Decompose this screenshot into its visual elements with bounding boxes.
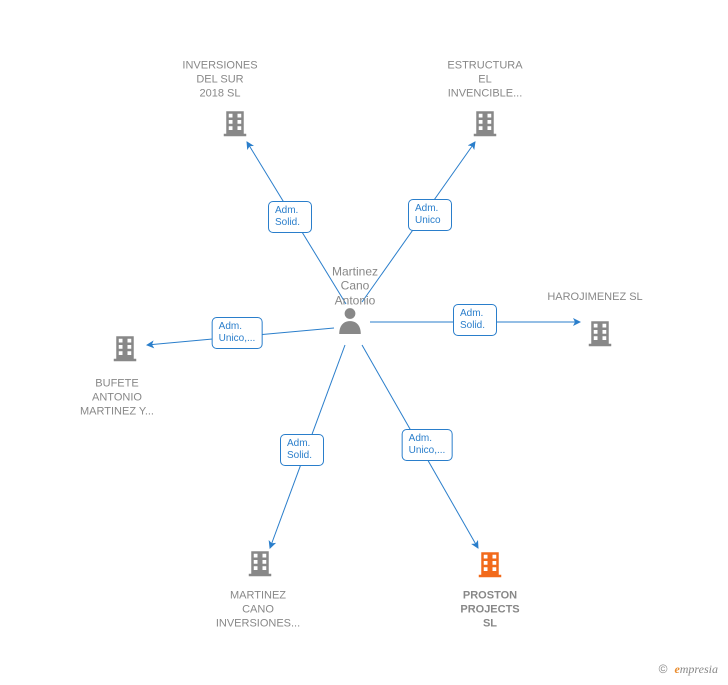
company-label-bufete-antonio-martinez: BUFETE ANTONIO MARTINEZ Y... <box>80 377 154 418</box>
footer-branding: © empresia <box>659 662 718 677</box>
node-label: PROSTON PROJECTS SL <box>460 589 519 630</box>
company-node-inversiones-del-sur[interactable] <box>220 108 250 143</box>
node-label: MARTINEZ CANO INVERSIONES... <box>216 589 300 630</box>
company-label-proston-projects: PROSTON PROJECTS SL <box>460 589 519 630</box>
edge-label-proston-projects[interactable]: Adm. Unico,... <box>402 429 453 461</box>
edge-label-martinez-cano-inversiones[interactable]: Adm. Solid. <box>280 434 324 466</box>
copyright-symbol: © <box>659 662 668 676</box>
node-label: ESTRUCTURA EL INVENCIBLE... <box>447 59 522 100</box>
center-label: Martinez Cano Antonio <box>332 264 378 307</box>
company-label-estructura-el-invencible: ESTRUCTURA EL INVENCIBLE... <box>447 59 522 100</box>
brand-rest: mpresia <box>680 662 718 676</box>
building-icon <box>470 108 500 143</box>
building-icon <box>110 333 140 368</box>
building-icon <box>245 548 275 583</box>
center-person-node[interactable] <box>337 306 363 334</box>
diagram-canvas: Martinez Cano Antonio INVERSIONES DEL SU… <box>0 0 728 685</box>
company-node-martinez-cano-inversiones[interactable] <box>245 548 275 583</box>
building-icon <box>475 549 505 584</box>
node-label: HAROJIMENEZ SL <box>547 291 642 305</box>
building-icon <box>220 108 250 143</box>
edge-label-inversiones-del-sur[interactable]: Adm. Solid. <box>268 201 312 233</box>
edge-label-harojimenez[interactable]: Adm. Solid. <box>453 304 497 336</box>
company-label-harojimenez: HAROJIMENEZ SL <box>547 291 642 305</box>
company-node-estructura-el-invencible[interactable] <box>470 108 500 143</box>
company-node-proston-projects[interactable] <box>475 549 505 584</box>
company-node-bufete-antonio-martinez[interactable] <box>110 333 140 368</box>
edge-label-estructura-el-invencible[interactable]: Adm. Unico <box>408 199 452 231</box>
node-label: INVERSIONES DEL SUR 2018 SL <box>182 59 257 100</box>
node-label: BUFETE ANTONIO MARTINEZ Y... <box>80 377 154 418</box>
edge-label-bufete-antonio-martinez[interactable]: Adm. Unico,... <box>212 317 263 349</box>
company-node-harojimenez[interactable] <box>585 318 615 353</box>
building-icon <box>585 318 615 353</box>
company-label-inversiones-del-sur: INVERSIONES DEL SUR 2018 SL <box>182 59 257 100</box>
company-label-martinez-cano-inversiones: MARTINEZ CANO INVERSIONES... <box>216 589 300 630</box>
